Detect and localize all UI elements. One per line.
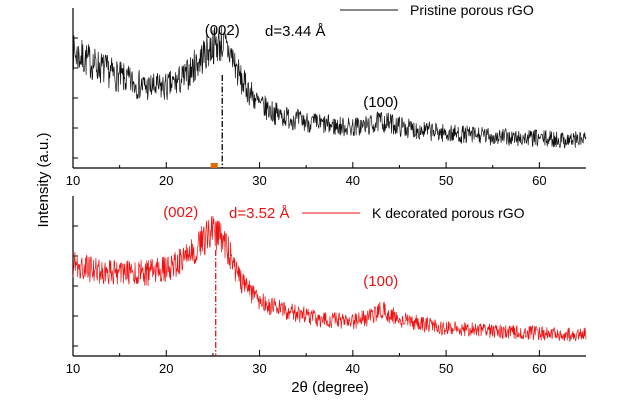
y-axis-title: Intensity (a.u.) xyxy=(35,132,52,227)
bottom-x-tick-label: 50 xyxy=(439,361,453,376)
panel-pristine: 10 20 30 40 50 60 (002) d=3.44 Å (100) Pristi… xyxy=(66,2,587,188)
x-axis-title: 2θ (degree) xyxy=(291,379,369,396)
top-x-tick-label: 30 xyxy=(252,173,266,188)
top-x-tick-label: 60 xyxy=(532,173,546,188)
top-x-tick-label: 20 xyxy=(159,173,173,188)
bottom-x-tick-label: 20 xyxy=(159,361,173,376)
peak-marker-square xyxy=(210,163,218,168)
bottom-x-tick-label: 10 xyxy=(66,361,80,376)
annotation-002-pristine: (002) xyxy=(205,22,240,39)
annotation-100-pristine: (100) xyxy=(363,94,398,111)
top-x-tick-label: 10 xyxy=(66,173,80,188)
annotation-100-k-decorated: (100) xyxy=(363,273,398,290)
annotation-d-spacing-k-decorated: d=3.52 Å xyxy=(229,205,289,222)
bottom-x-tick-label: 30 xyxy=(252,361,266,376)
annotation-d-spacing-pristine: d=3.44 Å xyxy=(265,23,325,40)
annotation-002-k-decorated: (002) xyxy=(163,204,198,221)
panel-k-decorated: 10 20 30 40 50 60 (002) d=3.52 Å (100) K deco… xyxy=(66,196,587,376)
series-line-pristine xyxy=(72,26,587,149)
top-x-tick-label: 50 xyxy=(439,173,453,188)
legend-label-k-decorated: K decorated porous rGO xyxy=(372,205,525,221)
bottom-x-tick-label: 60 xyxy=(532,361,546,376)
bottom-x-tick-label: 40 xyxy=(346,361,360,376)
series-line-k-decorated xyxy=(72,215,587,342)
legend-label-pristine: Pristine porous rGO xyxy=(410,2,534,18)
top-x-tick-label: 40 xyxy=(346,173,360,188)
